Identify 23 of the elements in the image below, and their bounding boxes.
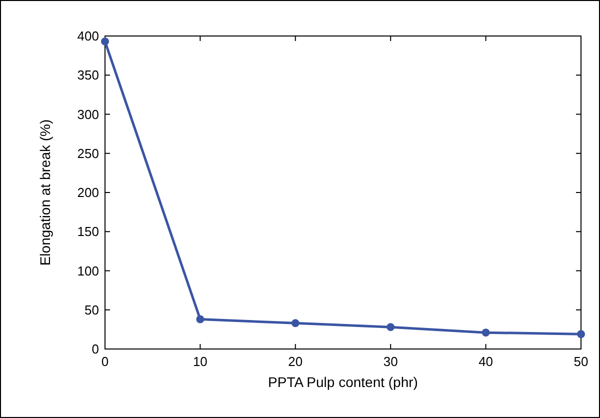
point xyxy=(196,315,204,324)
y-tick-label: 350 xyxy=(77,68,99,83)
y-tick-label: 250 xyxy=(77,146,99,161)
x-axis-title: PPTA Pulp content (phr) xyxy=(268,374,418,390)
y-tick-label: 0 xyxy=(92,342,99,356)
x-tick-label: 20 xyxy=(288,354,303,369)
y-axis-title: Elongation at break (%) xyxy=(37,119,53,266)
x-tick-label: 30 xyxy=(383,354,398,369)
y-tick-label: 100 xyxy=(77,263,99,278)
y-tick-label: 300 xyxy=(77,106,99,122)
point xyxy=(482,328,490,337)
x-tick-label: 40 xyxy=(478,354,494,369)
point xyxy=(291,319,300,328)
x-tick-label: 0 xyxy=(101,354,109,369)
point xyxy=(386,323,395,332)
x-tick-label: 50 xyxy=(574,354,588,369)
point xyxy=(577,330,585,338)
y-tick-label: 150 xyxy=(77,224,99,240)
y-tick-label: 400 xyxy=(77,28,99,44)
x-tick-label: 10 xyxy=(192,354,208,369)
y-tick-label: 50 xyxy=(84,302,99,318)
point xyxy=(101,37,109,46)
y-tick-label: 200 xyxy=(77,185,99,200)
